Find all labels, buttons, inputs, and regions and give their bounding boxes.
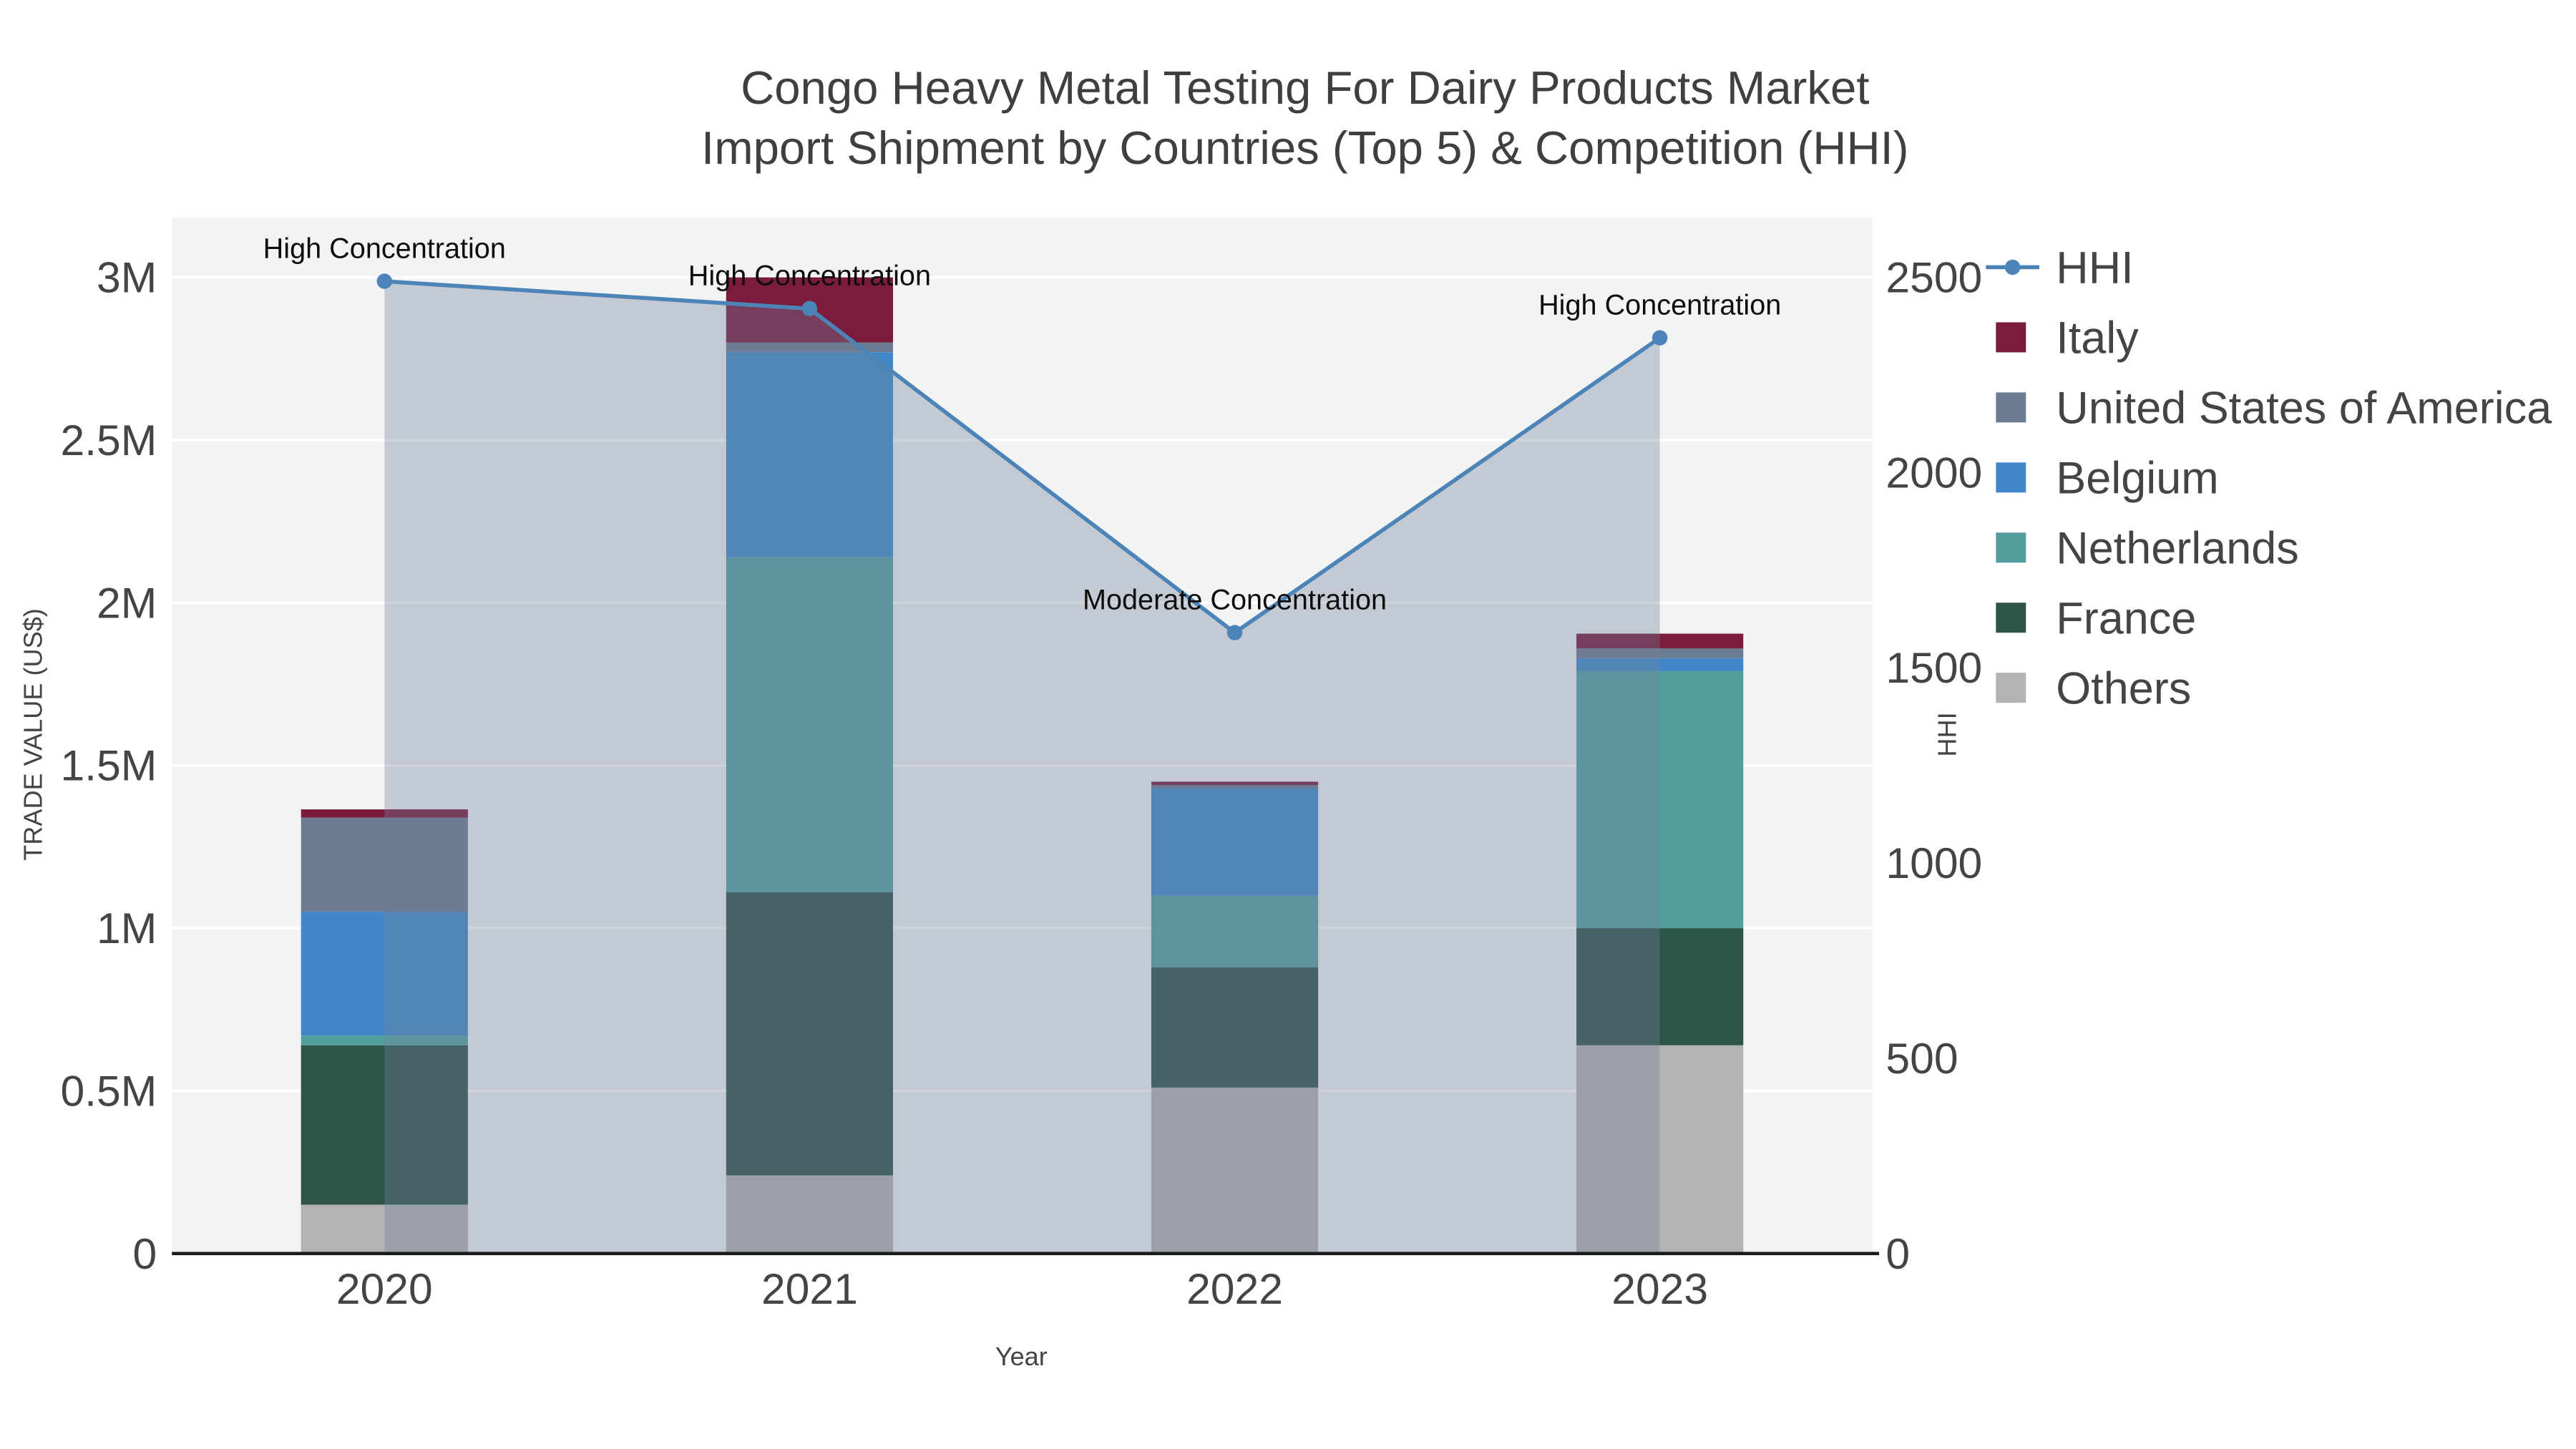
y-right-tick-label: 1000 (1885, 839, 1982, 887)
legend-item-italy[interactable]: Italy (1996, 313, 2139, 364)
bar-segment-others-2021 (726, 1175, 894, 1254)
legend-label: Others (2056, 663, 2191, 713)
y-left-tick-label: 0 (133, 1229, 157, 1278)
legend-item-united-states-of-america[interactable]: United States of America (1996, 384, 2552, 434)
chart-title-line2: Import Shipment by Countries (Top 5) & C… (701, 122, 1908, 174)
y-left-tick-label: 3M (97, 253, 157, 302)
y-left-tick-label: 1M (97, 904, 157, 952)
hhi-area (384, 281, 1660, 1254)
annotation-2022: Moderate Concentration (1083, 584, 1387, 615)
x-tick-label-2023: 2023 (1611, 1264, 1708, 1313)
legend-label: United States of America (2056, 384, 2552, 434)
bar-segment-united-states-of-america-2023 (1576, 648, 1744, 658)
legend-label: Netherlands (2056, 523, 2298, 573)
legend-hhi-marker-icon (2004, 259, 2021, 275)
legend-item-netherlands[interactable]: Netherlands (1996, 523, 2299, 573)
bar-segment-united-states-of-america-2021 (726, 342, 894, 353)
legend-label: HHI (2056, 243, 2133, 293)
legend-swatch-icon (1996, 392, 2026, 423)
legend-swatch-icon (1996, 462, 2026, 493)
bar-segment-united-states-of-america-2022 (1151, 785, 1319, 789)
legend-item-hhi[interactable]: HHI (1986, 243, 2134, 293)
legend-label: Belgium (2056, 453, 2218, 503)
bar-segment-others-2023 (1576, 1045, 1744, 1254)
legend-label: Italy (2056, 313, 2139, 364)
legend-item-others[interactable]: Others (1996, 663, 2191, 713)
bar-segment-belgium-2021 (726, 352, 894, 557)
legend-item-belgium[interactable]: Belgium (1996, 453, 2219, 503)
legend-swatch-icon (1996, 532, 2026, 563)
legend-label: France (2056, 593, 2196, 643)
y-right-tick-label: 0 (1885, 1229, 1910, 1278)
hhi-marker-2021 (801, 301, 818, 316)
y-left-tick-label: 2M (97, 578, 157, 627)
x-tick-label-2021: 2021 (761, 1264, 858, 1313)
bar-segment-others-2020 (301, 1204, 468, 1254)
bar-segment-belgium-2022 (1151, 788, 1319, 896)
bar-segment-france-2020 (301, 1045, 468, 1205)
legend-swatch-icon (1996, 673, 2026, 703)
y-right-tick-label: 2000 (1885, 448, 1982, 497)
y-left-tick-label: 1.5M (60, 741, 157, 790)
y-left-tick-label: 0.5M (60, 1066, 157, 1115)
hhi-marker-2023 (1652, 330, 1668, 346)
legend-swatch-icon (1996, 322, 2026, 353)
bar-segment-netherlands-2022 (1151, 895, 1319, 967)
bar-segment-belgium-2023 (1576, 658, 1744, 671)
chart-title-line1: Congo Heavy Metal Testing For Dairy Prod… (741, 62, 1869, 114)
bar-segment-belgium-2020 (301, 912, 468, 1036)
y-right-tick-label: 1500 (1885, 643, 1982, 692)
y-left-tick-label: 2.5M (60, 416, 157, 464)
hhi-marker-2022 (1226, 625, 1243, 640)
bar-segment-italy-2023 (1576, 633, 1744, 649)
bar-segment-italy-2020 (301, 809, 468, 818)
y-right-axis-title: HHI (1932, 712, 1961, 756)
hhi-line (384, 279, 1662, 635)
bar-segment-others-2022 (1151, 1087, 1319, 1254)
bar-segment-netherlands-2023 (1576, 670, 1744, 929)
bar-segment-france-2023 (1576, 928, 1744, 1045)
bar-segment-netherlands-2020 (301, 1035, 468, 1045)
legend-item-france[interactable]: France (1996, 593, 2196, 643)
annotation-2020: High Concentration (263, 233, 506, 264)
legend-swatch-icon (1996, 602, 2026, 633)
y-left-axis-title: TRADE VALUE (US$) (18, 608, 47, 861)
annotation-2021: High Concentration (688, 260, 931, 292)
y-right-tick-label: 500 (1885, 1034, 1958, 1083)
bar-segment-united-states-of-america-2020 (301, 817, 468, 912)
bar-segment-italy-2022 (1151, 781, 1319, 786)
x-tick-label-2020: 2020 (336, 1264, 433, 1313)
bar-segment-france-2021 (726, 892, 894, 1176)
bar-segment-france-2022 (1151, 967, 1319, 1088)
x-tick-label-2022: 2022 (1186, 1264, 1283, 1313)
hhi-marker-2020 (376, 273, 393, 289)
y-right-tick-label: 2500 (1885, 253, 1982, 302)
bar-segment-netherlands-2021 (726, 557, 894, 893)
annotation-2023: High Concentration (1538, 289, 1781, 321)
x-axis-title: Year (995, 1342, 1048, 1371)
